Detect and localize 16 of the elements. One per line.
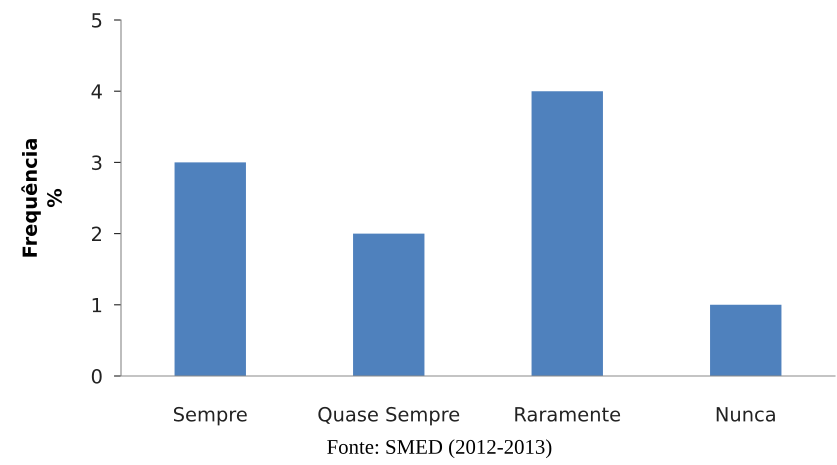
y-tick-label: 4: [92, 84, 102, 99]
y-axis-title: Frequência %: [21, 139, 62, 257]
x-tick-label: Nunca: [716, 407, 775, 422]
bar: [710, 304, 782, 376]
bar: [174, 162, 246, 376]
y-tick-label: 1: [92, 298, 102, 312]
bar: [353, 234, 424, 376]
x-tick-label: Sempre: [174, 406, 247, 426]
y-tick-label: 3: [92, 155, 102, 170]
x-tick-label: Raramente: [515, 407, 620, 422]
y-tick-label: 0: [92, 368, 102, 384]
y-tick-label: 2: [92, 226, 101, 241]
y-tick-label: 5: [92, 13, 102, 28]
x-tick-label: Quase Sempre: [318, 406, 460, 426]
source-note: Fonte: SMED (2012-2013): [327, 439, 552, 458]
bar: [532, 91, 603, 376]
